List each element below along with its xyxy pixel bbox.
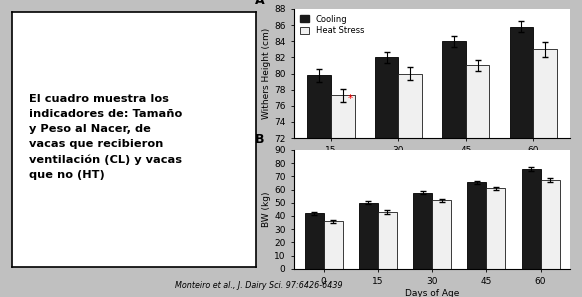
Bar [432,200,451,269]
Bar [359,203,378,269]
Y-axis label: BW (kg): BW (kg) [262,192,271,227]
Bar [533,49,557,297]
Bar [305,213,324,269]
Legend: Cooling, Heat Stress: Cooling, Heat Stress [298,13,365,37]
Bar [399,74,422,297]
Y-axis label: Withers Height (cm): Withers Height (cm) [262,28,271,119]
Text: B: B [255,133,265,146]
Bar [442,41,466,297]
Bar [413,193,432,269]
Bar [521,169,541,269]
Text: Monteiro et al., J. Dairy Sci. 97:6426-6439: Monteiro et al., J. Dairy Sci. 97:6426-6… [175,282,342,290]
Bar [541,180,559,269]
Bar [467,182,487,269]
Bar [510,27,533,297]
Bar [466,65,489,297]
Bar [378,212,397,269]
Bar [487,188,505,269]
Bar [331,95,354,297]
Text: A: A [255,0,265,7]
Text: *: * [347,94,353,104]
Text: El cuadro muestra los
indicadores de: Tamaño
y Peso al Nacer, de
vacas que recib: El cuadro muestra los indicadores de: Ta… [29,94,182,181]
Bar [324,221,343,269]
X-axis label: Days of Age: Days of Age [405,289,459,297]
Bar [307,75,331,297]
Bar [375,57,399,297]
